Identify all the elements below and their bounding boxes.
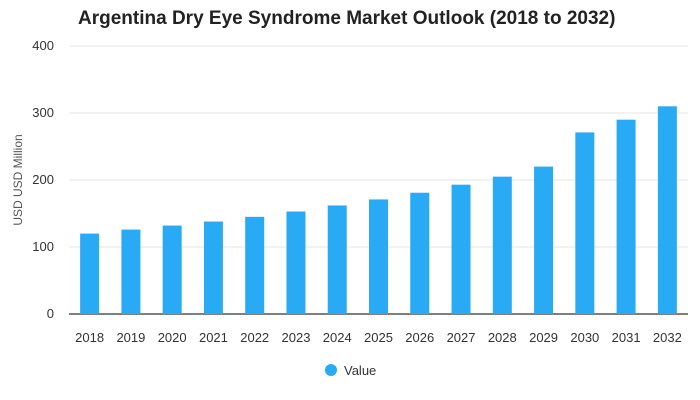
x-tick-label: 2023 — [282, 330, 311, 345]
bar[interactable] — [451, 184, 471, 314]
bar[interactable] — [203, 221, 223, 314]
y-tick-label: 0 — [47, 306, 54, 321]
x-tick-label: 2018 — [75, 330, 104, 345]
bar[interactable] — [327, 205, 347, 314]
x-tick-label: 2022 — [240, 330, 269, 345]
bars — [80, 106, 677, 314]
bar[interactable] — [121, 229, 141, 314]
bar[interactable] — [286, 211, 306, 314]
y-axis-label: USD USD Million — [11, 134, 25, 225]
x-tick-label: 2032 — [653, 330, 682, 345]
legend-label: Value — [344, 363, 376, 378]
x-tick-label: 2030 — [570, 330, 599, 345]
x-tick-label: 2025 — [364, 330, 393, 345]
x-tick-label: 2021 — [199, 330, 228, 345]
bar[interactable] — [616, 119, 636, 314]
x-tick-label: 2027 — [447, 330, 476, 345]
legend-marker — [325, 364, 337, 376]
x-tick-label: 2028 — [488, 330, 517, 345]
bar[interactable] — [80, 233, 100, 314]
bar[interactable] — [245, 216, 265, 314]
x-axis-ticks: 2018 2019 2020 2021 2022 2023 2024 2025 2026 2027… — [75, 330, 682, 345]
x-tick-label: 2024 — [323, 330, 352, 345]
x-tick-label: 2031 — [612, 330, 641, 345]
x-tick-label: 2026 — [405, 330, 434, 345]
legend[interactable]: Value — [325, 363, 376, 378]
y-tick-label: 100 — [32, 239, 54, 254]
x-tick-label: 2019 — [116, 330, 145, 345]
bar[interactable] — [410, 192, 430, 314]
bar[interactable] — [492, 176, 512, 314]
bar[interactable] — [369, 199, 388, 314]
x-tick-label: 2029 — [529, 330, 558, 345]
bar[interactable] — [575, 132, 595, 314]
bar[interactable] — [162, 225, 182, 314]
bar[interactable] — [657, 106, 677, 314]
x-tick-label: 2020 — [158, 330, 187, 345]
bar[interactable] — [534, 166, 554, 314]
y-tick-label: 300 — [32, 105, 54, 120]
y-axis-ticks: 0 100 200 300 400 — [32, 38, 54, 321]
y-tick-label: 200 — [32, 172, 54, 187]
chart-title: Argentina Dry Eye Syndrome Market Outloo… — [78, 8, 616, 29]
y-tick-label: 400 — [32, 38, 54, 53]
